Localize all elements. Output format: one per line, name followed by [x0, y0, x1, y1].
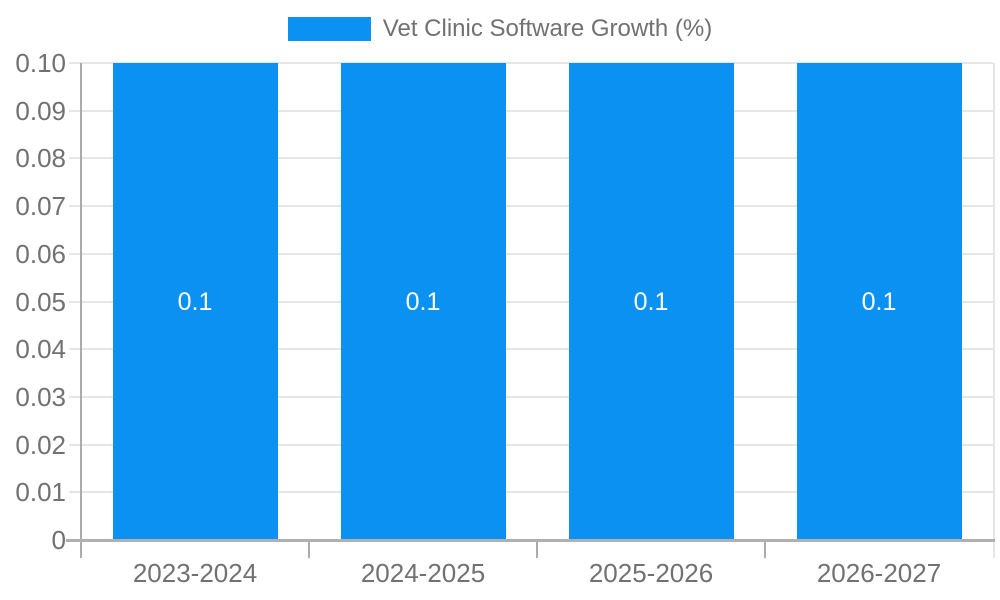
x-tick-label: 2026-2027 [816, 558, 942, 588]
x-axis-tick [536, 540, 538, 558]
x-axis-tick [764, 540, 766, 558]
bar [568, 63, 734, 540]
gridline [69, 109, 993, 112]
x-tick-label: 2023-2024 [132, 558, 258, 588]
chart-legend: Vet Clinic Software Growth (%) [0, 14, 1000, 44]
y-axis-line [80, 63, 82, 558]
y-tick-label: 0.07 [15, 191, 66, 222]
y-tick-label: 0.03 [15, 381, 66, 412]
gridline [69, 62, 993, 64]
y-tick-label: 0.10 [15, 48, 66, 78]
bar-value-label: 0.1 [405, 287, 441, 316]
y-tick-label: 0.01 [15, 477, 66, 508]
x-tick-label: 2025-2026 [588, 558, 714, 588]
bar [340, 63, 506, 540]
bar [112, 63, 278, 540]
bar-value-label: 0.1 [177, 287, 213, 316]
gridline [69, 205, 993, 208]
y-tick-label: 0.05 [15, 286, 66, 317]
gridline [69, 348, 993, 351]
bar-value-label: 0.1 [633, 287, 669, 316]
bar-value-label: 0.1 [861, 287, 897, 316]
y-tick-label: 0.09 [15, 95, 66, 126]
gridline [69, 252, 993, 255]
y-tick-label: 0.04 [15, 334, 66, 365]
legend-label: Vet Clinic Software Growth (%) [382, 15, 713, 42]
legend-swatch [287, 17, 371, 41]
y-tick-label: 0 [51, 525, 66, 555]
x-tick-label: 2024-2025 [360, 558, 486, 588]
gridline [69, 491, 993, 494]
y-tick-label: 0.08 [15, 143, 66, 174]
gridline [69, 395, 993, 398]
gridline [69, 157, 993, 160]
x-axis-line [66, 539, 995, 542]
x-axis-tick [308, 540, 310, 558]
bar [796, 63, 962, 540]
y-tick-label: 0.02 [15, 429, 66, 460]
gridline [69, 443, 993, 446]
plot-right-border [993, 63, 995, 558]
y-tick-label: 0.06 [15, 238, 66, 269]
gridline [69, 300, 993, 303]
